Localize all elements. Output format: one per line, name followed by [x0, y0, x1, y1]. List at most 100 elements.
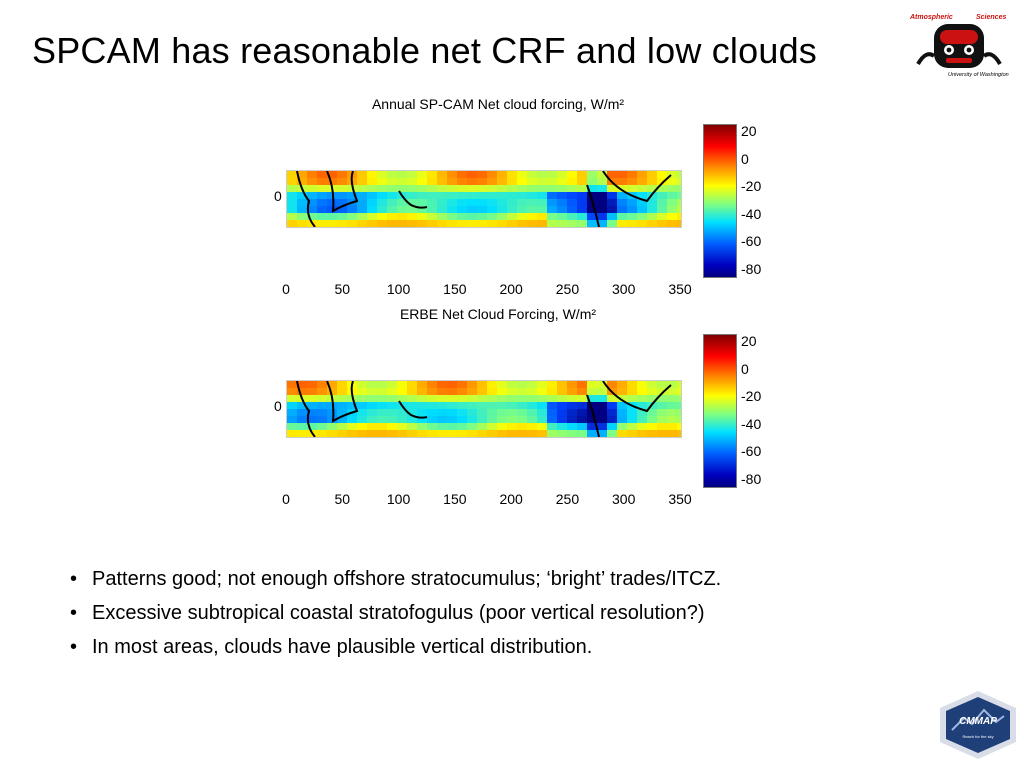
heatmap-cell — [487, 192, 497, 199]
heatmap-cell — [507, 423, 517, 430]
heatmap-cell — [497, 206, 507, 213]
heatmap-cell — [677, 381, 681, 388]
bullet-item: In most areas, clouds have plausible ver… — [62, 634, 721, 668]
heatmap-cell — [537, 416, 547, 423]
heatmap-cell — [557, 171, 567, 178]
heatmap-cell — [607, 381, 617, 388]
heatmap-cell — [527, 185, 537, 192]
heatmap-cell — [537, 430, 547, 437]
heatmap-cell — [657, 199, 667, 206]
heatmap-cell — [627, 213, 637, 220]
heatmap-cell — [627, 388, 637, 395]
heatmap-cell — [567, 423, 577, 430]
colorbar-tick-label: 0 — [741, 360, 749, 377]
heatmap-cell — [677, 192, 681, 199]
heatmap-cell — [647, 185, 657, 192]
heatmap-cell — [477, 185, 487, 192]
heatmap-cell — [667, 395, 677, 402]
colorbar-tick-label: -80 — [741, 261, 762, 278]
heatmap-cell — [377, 416, 387, 423]
heatmap-cell — [587, 185, 597, 192]
heatmap-cell — [597, 185, 607, 192]
heatmap-cell — [437, 206, 447, 213]
heatmap-cell — [417, 416, 427, 423]
heatmap-cell — [367, 381, 377, 388]
heatmap-cell — [297, 199, 307, 206]
heatmap-cell — [477, 171, 487, 178]
heatmap-cell — [447, 416, 457, 423]
heatmap-cell — [637, 416, 647, 423]
heatmap-cell — [677, 213, 681, 220]
heatmap-cell — [317, 206, 327, 213]
heatmap-cell — [287, 402, 297, 409]
heatmap-cell — [637, 171, 647, 178]
heatmap-cell — [387, 213, 397, 220]
heatmap-cell — [337, 185, 347, 192]
heatmap-cell — [647, 206, 657, 213]
heatmap-cell — [657, 423, 667, 430]
heatmap-cell — [547, 381, 557, 388]
heatmap-cell — [317, 402, 327, 409]
heatmap-cell — [647, 416, 657, 423]
heatmap-cell — [677, 199, 681, 206]
heatmap-cell — [417, 199, 427, 206]
heatmap-cell — [487, 409, 497, 416]
heatmap-cell — [567, 395, 577, 402]
heatmap-cell — [577, 192, 587, 199]
heatmap-cell — [437, 430, 447, 437]
heatmap-cell — [587, 416, 597, 423]
heatmap-cell — [467, 185, 477, 192]
heatmap-cell — [567, 409, 577, 416]
heatmap-cell — [297, 206, 307, 213]
heatmap-cell — [337, 178, 347, 185]
heatmap-cell — [327, 381, 337, 388]
heatmap-cell — [677, 220, 681, 227]
heatmap-cell — [387, 171, 397, 178]
heatmap-cell — [637, 213, 647, 220]
heatmap-cell — [517, 402, 527, 409]
coastline-outline — [296, 381, 672, 437]
logo-word-atmospheric: Atmospheric — [910, 14, 953, 21]
heatmap-cell — [557, 220, 567, 227]
heatmap-cell — [607, 402, 617, 409]
colorbar — [703, 124, 737, 278]
heatmap-cell — [627, 430, 637, 437]
heatmap-cell — [647, 423, 657, 430]
heatmap-cell — [407, 409, 417, 416]
heatmap-cell — [367, 171, 377, 178]
heatmap-cell — [417, 171, 427, 178]
heatmap-cell — [397, 423, 407, 430]
heatmap-cell — [627, 171, 637, 178]
heatmap-cell — [527, 213, 537, 220]
heatmap-cell — [367, 199, 377, 206]
heatmap-cell — [377, 185, 387, 192]
heatmap-cell — [477, 395, 487, 402]
heatmap-cell — [607, 220, 617, 227]
colorbar-tick-label: -80 — [741, 471, 762, 488]
heatmap-cell — [417, 395, 427, 402]
heatmap-cell — [527, 430, 537, 437]
heatmap-cell — [357, 430, 367, 437]
heatmap-cell — [327, 178, 337, 185]
heatmap-cell — [497, 220, 507, 227]
heatmap-cell — [317, 213, 327, 220]
heatmap-cell — [287, 430, 297, 437]
heatmap-cell — [497, 430, 507, 437]
heatmap-cell — [317, 416, 327, 423]
heatmap-cell — [617, 395, 627, 402]
heatmap-cell — [367, 178, 377, 185]
heatmap-cell — [307, 199, 317, 206]
heatmap-cell — [647, 220, 657, 227]
heatmap-cell — [367, 388, 377, 395]
heatmap-cell — [597, 388, 607, 395]
x-tick-label: 300 — [612, 281, 636, 297]
heatmap-cell — [377, 213, 387, 220]
heatmap-cell — [497, 395, 507, 402]
heatmap-cell — [427, 171, 437, 178]
heatmap-cell — [487, 395, 497, 402]
heatmap-cell — [427, 206, 437, 213]
heatmap-cell — [407, 213, 417, 220]
heatmap-cell — [577, 199, 587, 206]
heatmap-cell — [427, 381, 437, 388]
heatmap-cell — [417, 220, 427, 227]
